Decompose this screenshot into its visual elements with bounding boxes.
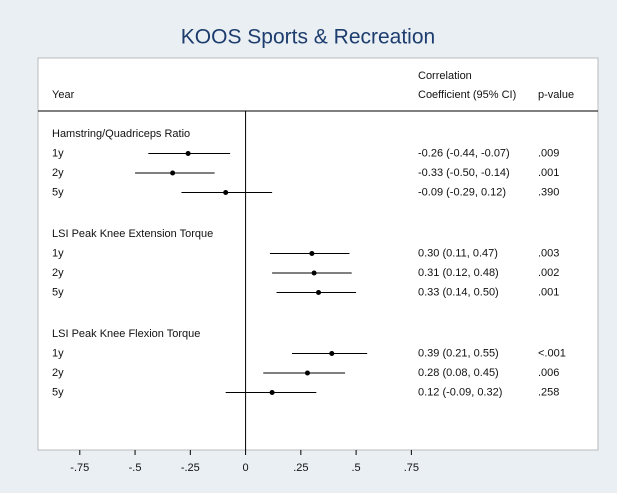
group-label: LSI Peak Knee Extension Torque xyxy=(52,228,213,240)
column-header: Correlation xyxy=(418,70,472,82)
p-value: .390 xyxy=(538,186,559,198)
estimate-label: 0.30 (0.11, 0.47) xyxy=(418,247,498,259)
point-estimate xyxy=(304,370,310,376)
p-value: .001 xyxy=(538,167,559,179)
row-label: 2y xyxy=(52,267,64,279)
point-estimate xyxy=(185,151,191,156)
x-tick-label: .75 xyxy=(404,462,419,474)
row-label: 2y xyxy=(52,167,64,179)
estimate-label: 0.31 (0.12, 0.48) xyxy=(418,267,499,279)
point-estimate xyxy=(223,190,229,195)
point-estimate xyxy=(309,251,315,256)
column-header: Year xyxy=(52,89,75,101)
estimate-label: -0.26 (-0.44, -0.07) xyxy=(418,147,510,159)
row-label: 2y xyxy=(52,367,64,379)
row-label: 5y xyxy=(52,186,64,198)
row-label: 1y xyxy=(52,247,64,259)
point-estimate xyxy=(311,270,317,276)
p-value: .009 xyxy=(538,147,559,159)
column-header: Coefficient (95% CI) xyxy=(418,89,516,101)
group-label: LSI Peak Knee Flexion Torque xyxy=(52,328,200,340)
estimate-label: 0.28 (0.08, 0.45) xyxy=(418,367,499,379)
estimate-label: -0.33 (-0.50, -0.14) xyxy=(418,167,510,179)
chart-title: KOOS Sports & Recreation xyxy=(181,26,435,49)
row-label: 1y xyxy=(52,147,64,159)
p-value: <.001 xyxy=(538,347,566,359)
p-value: .258 xyxy=(538,386,559,398)
estimate-label: -0.09 (-0.29, 0.12) xyxy=(418,186,506,198)
p-value: .006 xyxy=(538,367,559,379)
row-label: 5y xyxy=(52,386,64,398)
p-value: .003 xyxy=(538,247,559,259)
point-estimate xyxy=(170,170,176,176)
point-estimate xyxy=(316,290,322,295)
group-label: Hamstring/Quadriceps Ratio xyxy=(52,128,190,140)
row-label: 5y xyxy=(52,286,64,298)
point-estimate xyxy=(269,390,275,395)
x-tick-label: -.25 xyxy=(181,462,200,474)
x-tick-label: -.5 xyxy=(129,462,142,474)
x-tick-label: 0 xyxy=(243,462,249,474)
estimate-label: 0.33 (0.14, 0.50) xyxy=(418,286,499,298)
x-tick-label: -.75 xyxy=(70,462,89,474)
p-value: .002 xyxy=(538,267,559,279)
x-tick-label: .5 xyxy=(352,462,361,474)
estimate-label: 0.39 (0.21, 0.55) xyxy=(418,347,499,359)
p-value: .001 xyxy=(538,286,559,298)
estimate-label: 0.12 (-0.09, 0.32) xyxy=(418,386,502,398)
row-label: 1y xyxy=(52,347,64,359)
point-estimate xyxy=(329,351,335,356)
column-header: p-value xyxy=(538,89,574,101)
x-tick-label: .25 xyxy=(293,462,308,474)
